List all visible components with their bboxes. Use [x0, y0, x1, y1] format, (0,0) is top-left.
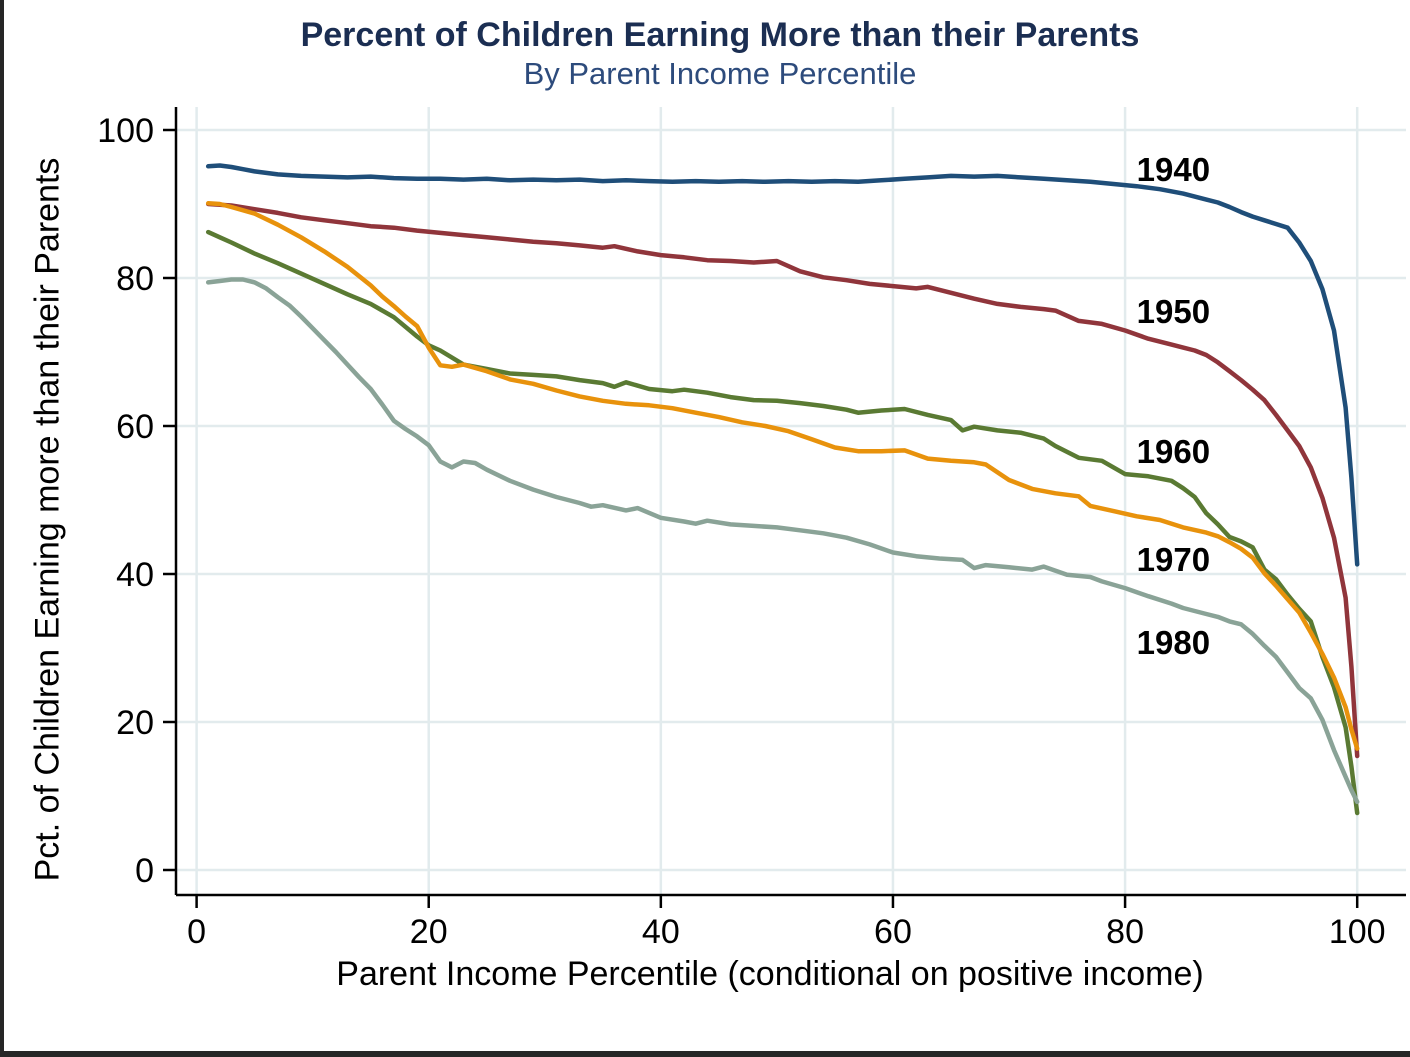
- y-tick-label: 40: [116, 556, 154, 594]
- y-tick-label: 20: [116, 704, 154, 742]
- x-axis-title: Parent Income Percentile (conditional on…: [336, 955, 1204, 993]
- y-tick-label: 100: [97, 112, 154, 150]
- y-tick-label: 80: [116, 260, 154, 298]
- x-tick-label: 40: [642, 913, 680, 951]
- series-label-1950: 1950: [1137, 293, 1210, 330]
- series-line-1970: [205, 201, 1360, 751]
- window-border-bottom: [0, 1051, 1410, 1057]
- chart-title: Percent of Children Earning More than th…: [300, 16, 1140, 54]
- series-line-1980: [205, 277, 1360, 805]
- series-label-1970: 1970: [1137, 541, 1210, 578]
- y-tick-label: 60: [116, 408, 154, 446]
- series-label-1980: 1980: [1137, 624, 1210, 661]
- x-tick-label: 100: [1329, 913, 1386, 951]
- window-border-left: [0, 0, 4, 1057]
- y-axis-title: Pct. of Children Earning more than their…: [28, 157, 67, 882]
- x-tick-label: 80: [1106, 913, 1144, 951]
- x-tick-label: 60: [874, 913, 912, 951]
- series-label-1960: 1960: [1137, 433, 1210, 470]
- series-label-1940: 1940: [1137, 151, 1210, 188]
- y-tick-label: 0: [135, 852, 154, 890]
- x-tick-label: 0: [187, 913, 206, 951]
- series-line-1950: [205, 201, 1360, 759]
- series-line-1940: [205, 163, 1360, 567]
- chart-subtitle: By Parent Income Percentile: [523, 56, 917, 91]
- x-tick-label: 20: [410, 913, 448, 951]
